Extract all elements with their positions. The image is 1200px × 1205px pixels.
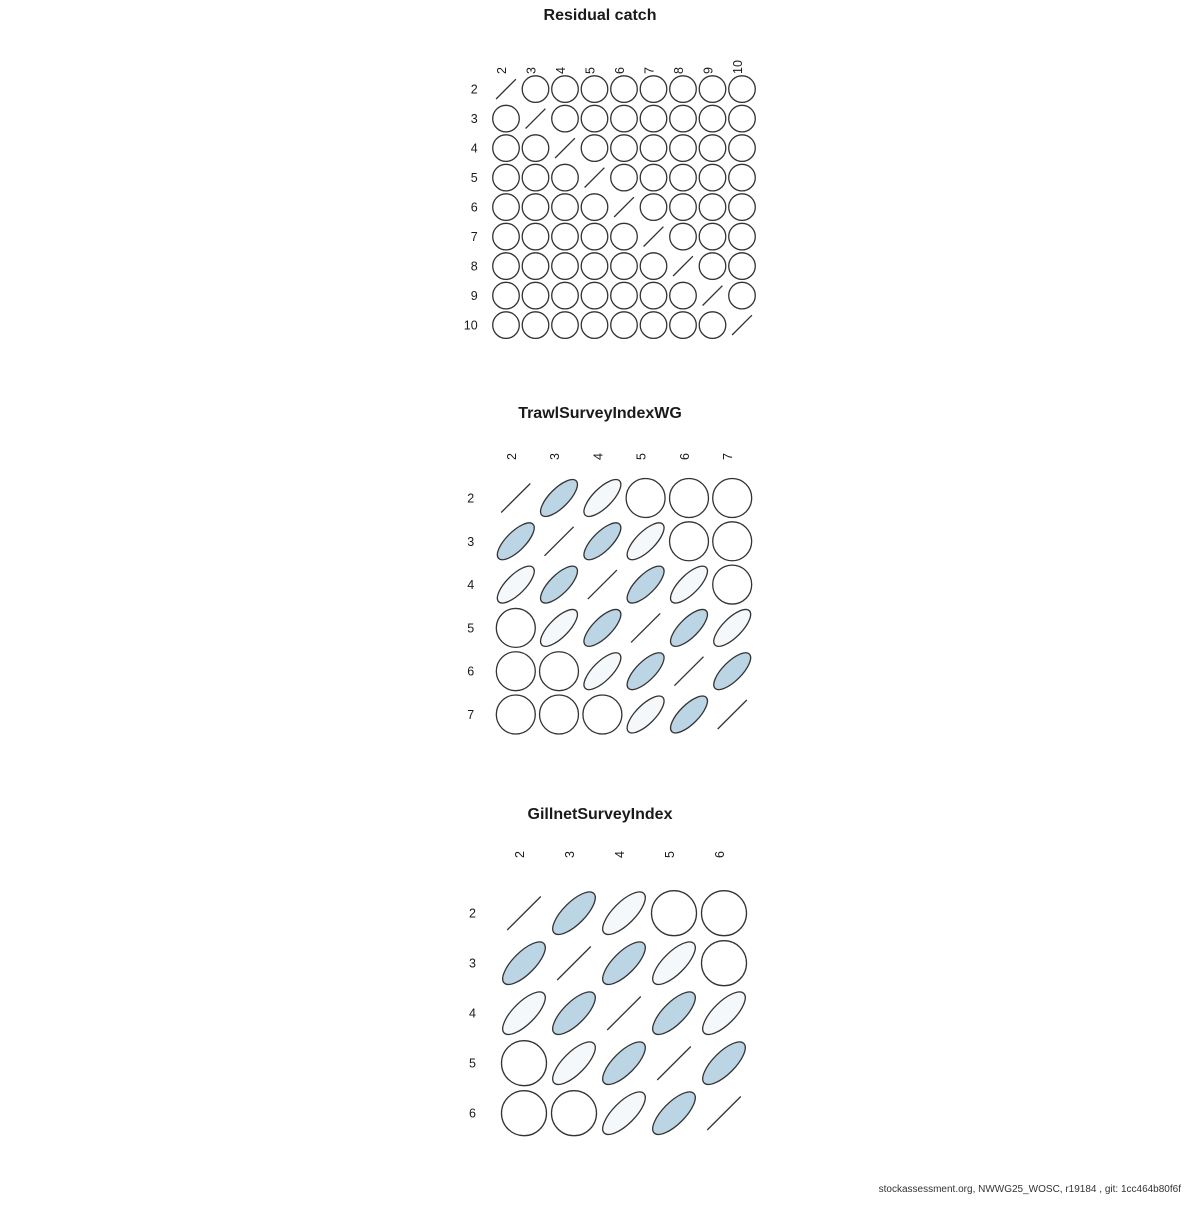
svg-text:9: 9 bbox=[702, 67, 716, 74]
svg-text:3: 3 bbox=[467, 535, 474, 549]
svg-text:2: 2 bbox=[495, 67, 509, 74]
svg-text:3: 3 bbox=[469, 957, 476, 971]
svg-text:4: 4 bbox=[471, 142, 478, 156]
svg-text:2: 2 bbox=[513, 851, 527, 858]
svg-text:GillnetSurveyIndex: GillnetSurveyIndex bbox=[528, 806, 673, 823]
svg-text:10: 10 bbox=[464, 319, 478, 333]
svg-text:2: 2 bbox=[471, 83, 478, 97]
svg-text:5: 5 bbox=[584, 67, 598, 74]
svg-text:4: 4 bbox=[467, 578, 474, 592]
svg-text:6: 6 bbox=[613, 67, 627, 74]
svg-text:6: 6 bbox=[678, 453, 692, 460]
svg-text:3: 3 bbox=[563, 851, 577, 858]
svg-text:3: 3 bbox=[548, 453, 562, 460]
svg-text:5: 5 bbox=[469, 1057, 476, 1071]
svg-text:9: 9 bbox=[471, 289, 478, 303]
svg-text:stockassessment.org, NWWG25_WO: stockassessment.org, NWWG25_WOSC, r19184… bbox=[879, 1184, 1182, 1195]
svg-text:Residual catch: Residual catch bbox=[544, 7, 657, 24]
svg-text:TrawlSurveyIndexWG: TrawlSurveyIndexWG bbox=[518, 405, 682, 422]
svg-text:4: 4 bbox=[613, 851, 627, 858]
svg-text:6: 6 bbox=[467, 665, 474, 679]
svg-text:5: 5 bbox=[635, 453, 649, 460]
svg-text:6: 6 bbox=[471, 201, 478, 215]
svg-text:6: 6 bbox=[469, 1107, 476, 1121]
svg-text:3: 3 bbox=[471, 112, 478, 126]
svg-text:5: 5 bbox=[663, 851, 677, 858]
svg-text:10: 10 bbox=[731, 60, 745, 74]
svg-text:2: 2 bbox=[505, 453, 519, 460]
svg-text:5: 5 bbox=[467, 621, 474, 635]
svg-text:7: 7 bbox=[643, 67, 657, 74]
svg-text:4: 4 bbox=[469, 1007, 476, 1021]
svg-text:5: 5 bbox=[471, 171, 478, 185]
svg-text:7: 7 bbox=[467, 708, 474, 722]
svg-text:4: 4 bbox=[591, 453, 605, 460]
svg-text:7: 7 bbox=[471, 230, 478, 244]
svg-text:3: 3 bbox=[525, 67, 539, 74]
svg-text:2: 2 bbox=[467, 492, 474, 506]
svg-text:4: 4 bbox=[554, 67, 568, 74]
svg-text:6: 6 bbox=[713, 851, 727, 858]
svg-text:2: 2 bbox=[469, 907, 476, 921]
svg-text:8: 8 bbox=[672, 67, 686, 74]
svg-text:7: 7 bbox=[721, 453, 735, 460]
svg-text:8: 8 bbox=[471, 260, 478, 274]
